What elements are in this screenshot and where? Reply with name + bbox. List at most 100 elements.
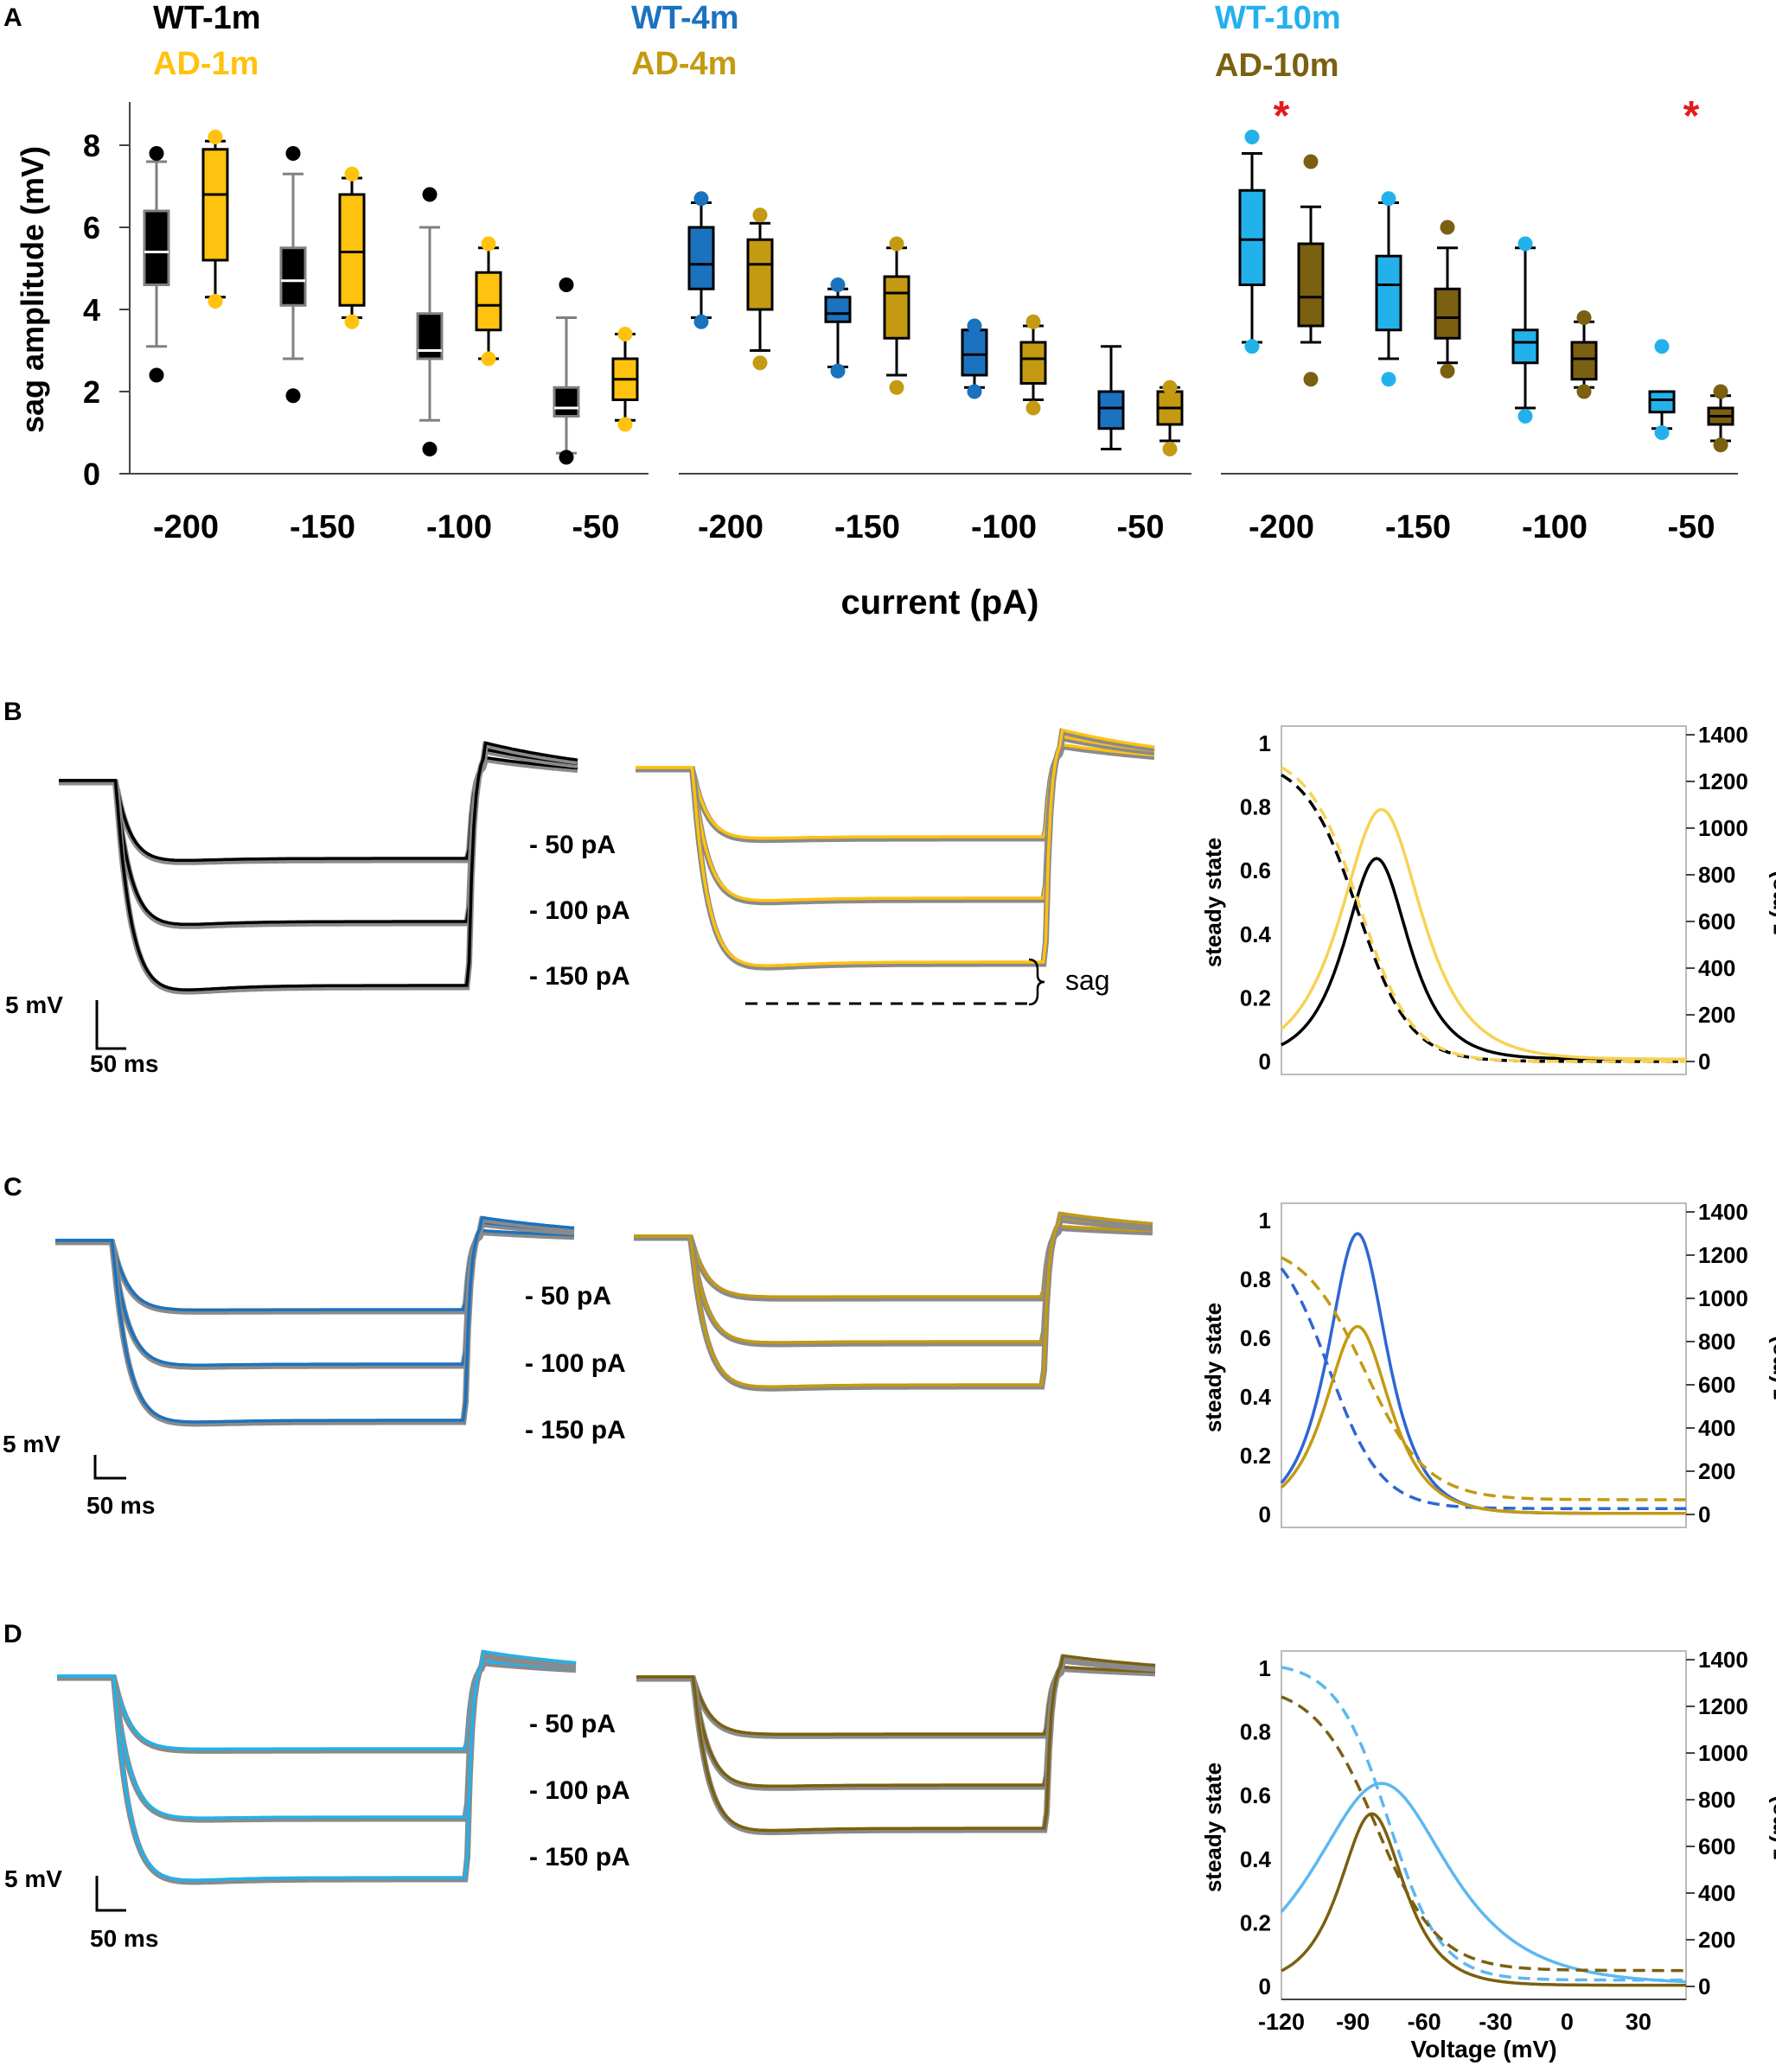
significance-star-0: * [1274, 93, 1290, 139]
b-gating-left-tick-5: 1 [1259, 730, 1271, 756]
b-gating-right-tick-1: 200 [1698, 1002, 1735, 1028]
label-c-50pa: - 50 pA [525, 1282, 611, 1310]
c-gating-right-tick-5: 1000 [1698, 1285, 1748, 1311]
x-tick-label-10m--200: -200 [1249, 509, 1314, 545]
box-WT-10m--50 [1648, 339, 1676, 440]
outlier-point-1 [1713, 384, 1728, 399]
box-iqr [1297, 242, 1325, 328]
panel-d: D - 50 pA - 100 pA - 150 pA 5 mV 50 ms 0… [3, 1620, 1776, 2062]
b-wt1-fit-trace-0 [59, 755, 578, 863]
b-ad1-raw-trace-2 [636, 728, 1155, 971]
outlier-point-1 [752, 207, 768, 223]
c-gating-tau-wt4 [1280, 1232, 1686, 1515]
outlier-point-1 [1025, 314, 1041, 329]
b-gating-steady-state-wt1 [1281, 773, 1686, 1063]
outlier-point-1 [1381, 191, 1396, 207]
d-gating-x-tick-4: 0 [1561, 2009, 1574, 2035]
d-gating-right-tick-4: 800 [1698, 1787, 1735, 1813]
sag-bracket [1028, 958, 1045, 1006]
d-gating-right-label: τ (ms) [1765, 1795, 1776, 1859]
y-tick-label-4: 4 [83, 292, 100, 328]
outlier-point-1 [285, 146, 301, 161]
d-gating-left-tick-1: 0.2 [1240, 1909, 1271, 1935]
box-WT-1m--100 [416, 187, 444, 456]
outlier-point-1 [559, 277, 574, 292]
b-gating-left-label: steady state [1200, 838, 1226, 967]
y-tick-label-2: 2 [83, 374, 100, 410]
x-tick-label-1m--200: -200 [153, 509, 219, 545]
panel-letter-d: D [3, 1620, 22, 1648]
outlier-point-0 [1162, 442, 1178, 456]
d-ad10-fit-trace-2 [636, 1654, 1156, 1833]
outlier-point-1 [208, 130, 223, 144]
d-gating-right-tick-2: 400 [1698, 1880, 1735, 1906]
sag-label: sag [1065, 965, 1110, 996]
d-gating-right-tick-6: 1200 [1698, 1693, 1748, 1719]
scale-bar-b-ms: 50 ms [90, 1050, 158, 1077]
c-gating-right-tick-6: 1200 [1698, 1242, 1748, 1268]
box-iqr [824, 296, 852, 323]
box-WT-1m--150 [279, 146, 307, 404]
significance-star-1: * [1683, 93, 1700, 139]
outlier-point-0 [1576, 384, 1592, 399]
d-gating-x-tick-0: -120 [1258, 2009, 1305, 2035]
box-iqr [143, 209, 170, 286]
b-gating-left-tick-0: 0 [1259, 1049, 1271, 1074]
outlier-point-1 [1303, 154, 1319, 169]
box-WT-4m--100 [961, 318, 988, 399]
box-WT-4m--200 [687, 191, 715, 329]
scale-bar-c: 5 mV 50 ms [3, 1431, 155, 1519]
label-d-50pa: - 50 pA [529, 1710, 616, 1738]
label-d-100pa: - 100 pA [529, 1776, 630, 1805]
box-WT-10m--150 [1375, 191, 1402, 387]
x-tick-label-1m--50: -50 [572, 509, 620, 545]
box-iqr [1019, 341, 1047, 385]
x-tick-label-1m--150: -150 [290, 509, 355, 545]
outlier-point-1 [481, 236, 496, 252]
box-iqr [687, 226, 715, 290]
x-tick-label-4m--150: -150 [834, 509, 900, 545]
c-gating-left-tick-5: 1 [1259, 1208, 1271, 1234]
b-gating-right-label: τ (ms) [1765, 870, 1776, 934]
d-gating-frame [1281, 1650, 1687, 2000]
box-iqr [338, 193, 366, 307]
c-gating-right-label: τ (ms) [1765, 1336, 1776, 1399]
box-iqr [883, 275, 910, 340]
d-ad10-fit-trace-0 [636, 1665, 1156, 1737]
box-AD-4m--50 [1156, 379, 1184, 456]
box-AD-10m--150 [1434, 220, 1461, 379]
b-gating-left-tick-1: 0.2 [1240, 985, 1271, 1010]
d-ad10-raw-trace-0 [636, 1665, 1156, 1739]
box-WT-4m--50 [1097, 345, 1125, 450]
box-iqr [1434, 287, 1461, 340]
scale-bar-d-mv: 5 mV [4, 1865, 62, 1892]
outlier-point-1 [1162, 379, 1178, 395]
box-AD-1m--200 [201, 130, 229, 309]
outlier-point-1 [1244, 130, 1260, 144]
c-gating-tau-ad4 [1280, 1324, 1686, 1515]
c-ad4-raw-trace-0 [634, 1224, 1153, 1302]
label-b-50pa: - 50 pA [529, 831, 616, 859]
b-gating-right-tick-5: 1000 [1698, 815, 1748, 841]
x-tick-label-1m--100: -100 [426, 509, 492, 545]
c-gating-right-tick-3: 600 [1698, 1372, 1735, 1398]
d-gating-tau-wt10 [1280, 1782, 1687, 1984]
d-wt10-raw-trace-1 [57, 1653, 577, 1823]
y-tick-label-0: 0 [83, 456, 100, 492]
c-gating-right-tick-7: 1400 [1698, 1199, 1748, 1225]
d-gating-left-label: steady state [1200, 1763, 1226, 1892]
d-gating-left-tick-4: 0.8 [1240, 1719, 1271, 1745]
box-iqr [279, 246, 307, 307]
outlier-point-0 [1381, 372, 1396, 387]
legend-wt-10m: WT-10m [1215, 0, 1341, 36]
box-iqr [961, 328, 988, 377]
box-iqr [201, 148, 229, 262]
d-wt10-raw-trace-0 [57, 1660, 577, 1754]
d-ad10-raw-trace-2 [636, 1654, 1156, 1835]
outlier-point-0 [1244, 339, 1260, 354]
outlier-point-1 [617, 327, 633, 341]
outlier-point-1 [1576, 310, 1592, 325]
scale-bar-c-mv: 5 mV [3, 1431, 61, 1457]
b-wt1-fit-trace-2 [59, 741, 578, 991]
